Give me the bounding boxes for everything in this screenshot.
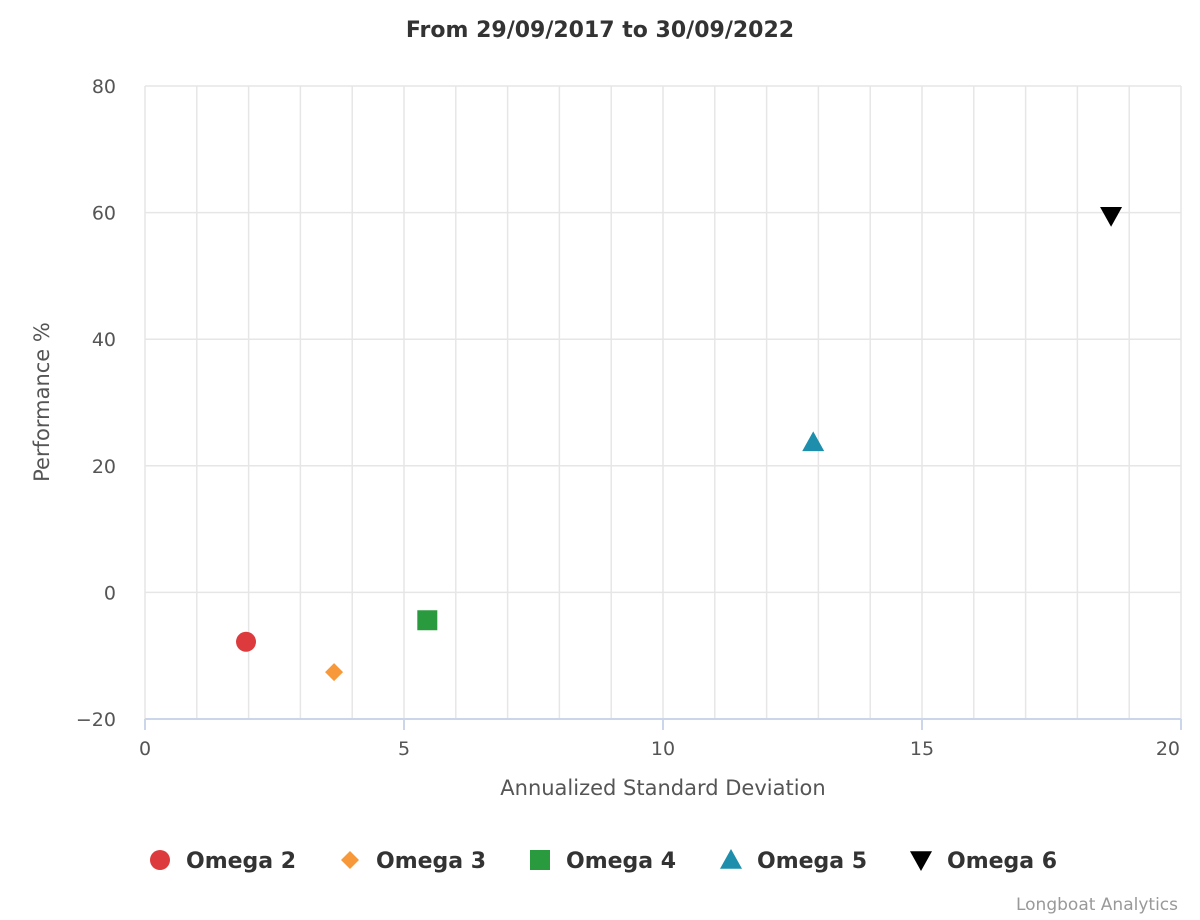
- legend-marker-omega-5[interactable]: [720, 849, 742, 869]
- grid: [144, 85, 1182, 720]
- legend-item-omega-4[interactable]: Omega 4: [530, 849, 676, 874]
- legend-label: Omega 5: [757, 849, 867, 874]
- legend: Omega 2 Omega 3 Omega 4 Omega 5 Omega 6: [150, 849, 1057, 874]
- point-omega-4[interactable]: [417, 610, 438, 631]
- legend-marker-omega-4[interactable]: [530, 850, 550, 870]
- point-omega-6[interactable]: [1100, 206, 1123, 227]
- x-tick-label: 5: [398, 738, 410, 760]
- credit-label[interactable]: Longboat Analytics: [1016, 895, 1178, 915]
- point-omega-2[interactable]: [236, 631, 257, 652]
- legend-item-omega-5[interactable]: Omega 5: [720, 849, 867, 874]
- x-tick-label: 10: [651, 738, 675, 760]
- y-tick-label: 80: [92, 76, 116, 98]
- legend-marker-omega-3[interactable]: [341, 851, 359, 869]
- axes: 0 5 10 15 20 −20 0 20 40 60 80: [76, 76, 1182, 760]
- x-axis-title: Annualized Standard Deviation: [500, 776, 825, 800]
- legend-label: Omega 6: [947, 849, 1057, 874]
- point-omega-3[interactable]: [325, 663, 344, 682]
- legend-item-omega-3[interactable]: Omega 3: [341, 849, 486, 874]
- legend-marker-omega-2[interactable]: [150, 850, 170, 870]
- data-points: [236, 206, 1123, 682]
- legend-item-omega-6[interactable]: Omega 6: [910, 849, 1057, 874]
- legend-label: Omega 3: [376, 849, 486, 874]
- legend-label: Omega 2: [186, 849, 296, 874]
- y-tick-label: 40: [92, 329, 116, 351]
- legend-item-omega-2[interactable]: Omega 2: [150, 849, 296, 874]
- y-tick-label: 0: [104, 582, 116, 604]
- chart-title: From 29/09/2017 to 30/09/2022: [406, 18, 794, 43]
- legend-marker-omega-6[interactable]: [910, 851, 932, 871]
- x-tick-label: 15: [910, 738, 934, 760]
- point-omega-5[interactable]: [802, 431, 825, 452]
- x-tick-label: 20: [1156, 738, 1180, 760]
- legend-label: Omega 4: [566, 849, 676, 874]
- y-tick-label: 60: [92, 203, 116, 225]
- x-tick-label: 0: [139, 738, 151, 760]
- y-tick-label: −20: [76, 709, 116, 731]
- y-tick-label: 20: [92, 456, 116, 478]
- y-axis-title: Performance %: [30, 322, 54, 482]
